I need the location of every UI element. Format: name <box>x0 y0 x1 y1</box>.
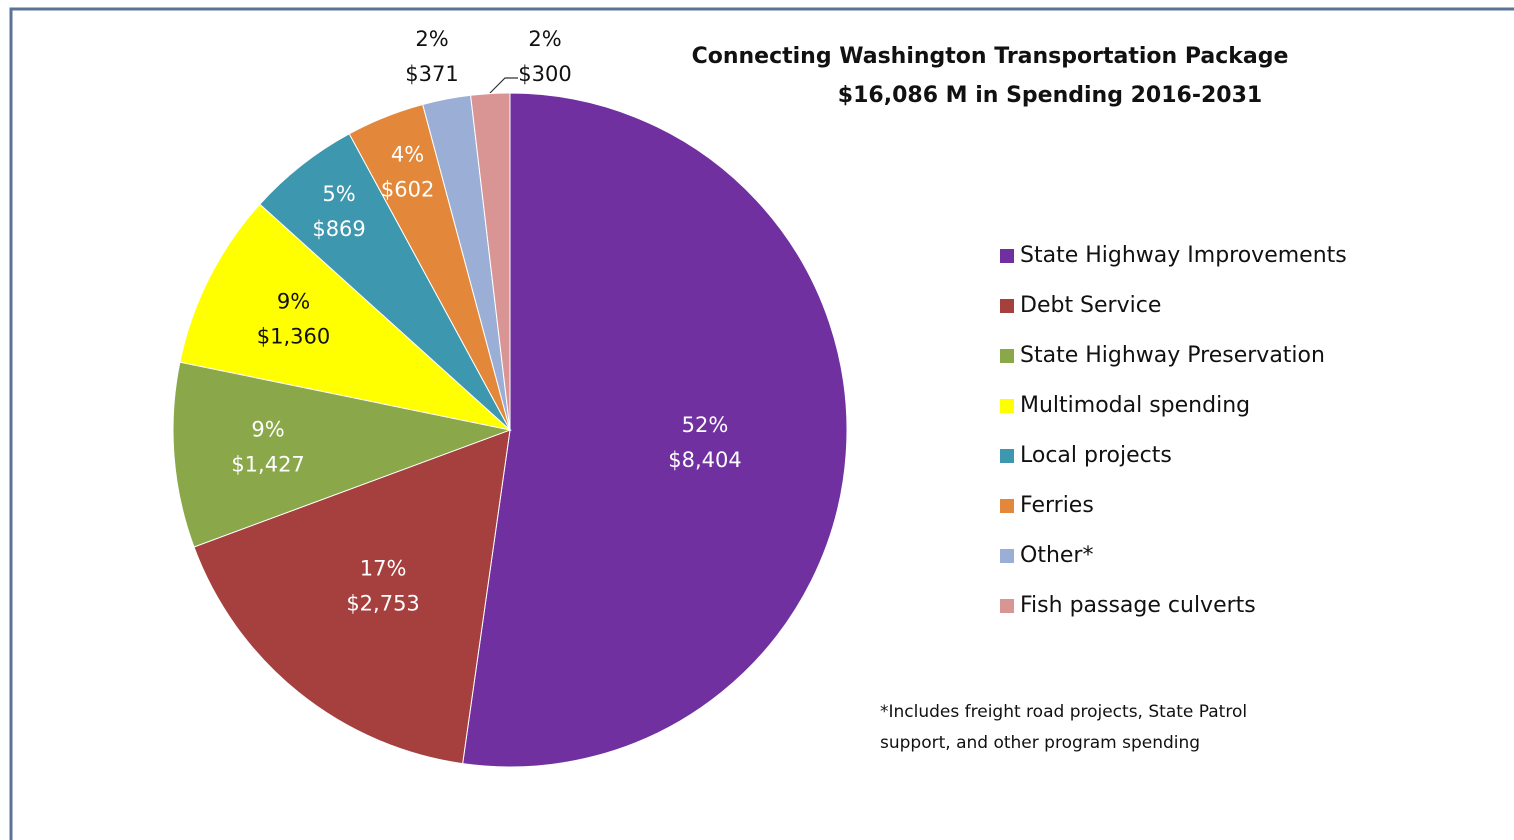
value-label: $2,753 <box>346 591 419 615</box>
value-label: $371 <box>405 62 458 86</box>
legend-swatch <box>1000 399 1014 413</box>
value-label: $300 <box>518 62 571 86</box>
legend-swatch <box>1000 349 1014 363</box>
legend-swatch <box>1000 599 1014 613</box>
value-label: $1,427 <box>231 452 304 476</box>
legend-label: Multimodal spending <box>1020 393 1250 418</box>
legend-label: Other* <box>1020 543 1093 568</box>
pie-slice <box>179 203 512 431</box>
frame <box>9 7 1514 840</box>
value-label: $869 <box>312 217 365 241</box>
percent-label: 9% <box>251 417 284 441</box>
value-label: $602 <box>381 177 434 201</box>
pie-slice <box>462 92 848 768</box>
percent-label: 17% <box>360 556 407 580</box>
value-label: $1,360 <box>257 324 330 348</box>
value-label: $8,404 <box>668 448 741 472</box>
legend-swatch <box>1000 499 1014 513</box>
legend-swatch <box>1000 299 1014 313</box>
legend-label: Debt Service <box>1020 293 1161 318</box>
legend-label: Ferries <box>1020 493 1094 518</box>
legend-swatch <box>1000 249 1014 263</box>
legend-label: Fish passage culverts <box>1020 593 1256 618</box>
pie-slice <box>470 92 511 431</box>
percent-label: 2% <box>415 27 448 51</box>
footnote: *Includes freight road projects, State P… <box>880 702 1247 722</box>
footnote: support, and other program spending <box>880 733 1200 753</box>
chart-title: Connecting Washington Transportation Pac… <box>692 44 1289 69</box>
percent-label: 4% <box>391 142 424 166</box>
legend-label: State Highway Preservation <box>1020 343 1325 368</box>
legend-swatch <box>1000 549 1014 563</box>
percent-label: 9% <box>277 289 310 313</box>
pie-slice <box>193 429 511 765</box>
pie-slice <box>172 361 512 548</box>
legend-label: State Highway Improvements <box>1020 243 1347 268</box>
percent-label: 5% <box>322 182 355 206</box>
leader-line <box>489 77 518 94</box>
percent-label: 52% <box>682 413 729 437</box>
legend-label: Local projects <box>1020 443 1172 468</box>
chart-subtitle: $16,086 M in Spending 2016-2031 <box>838 83 1262 108</box>
percent-label: 2% <box>528 27 561 51</box>
legend-swatch <box>1000 449 1014 463</box>
